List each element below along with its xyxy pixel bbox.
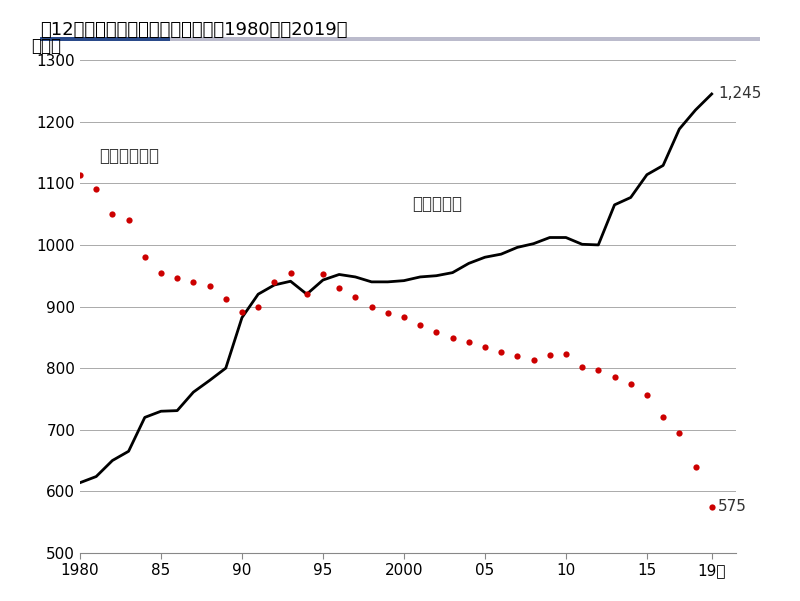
Bar [40,37,170,41]
Text: 575: 575 [718,499,747,514]
Text: 専業主婦世帯: 専業主婦世帯 [99,147,159,165]
Text: 共働き世帯: 共働き世帯 [412,195,462,213]
Bar [170,37,760,41]
Text: 図12　専業主婦世帯と共働き世帯　1980年～2019年: 図12 専業主婦世帯と共働き世帯 1980年～2019年 [40,21,347,39]
Text: 1,245: 1,245 [718,87,762,102]
Text: 万世帯: 万世帯 [31,37,61,55]
